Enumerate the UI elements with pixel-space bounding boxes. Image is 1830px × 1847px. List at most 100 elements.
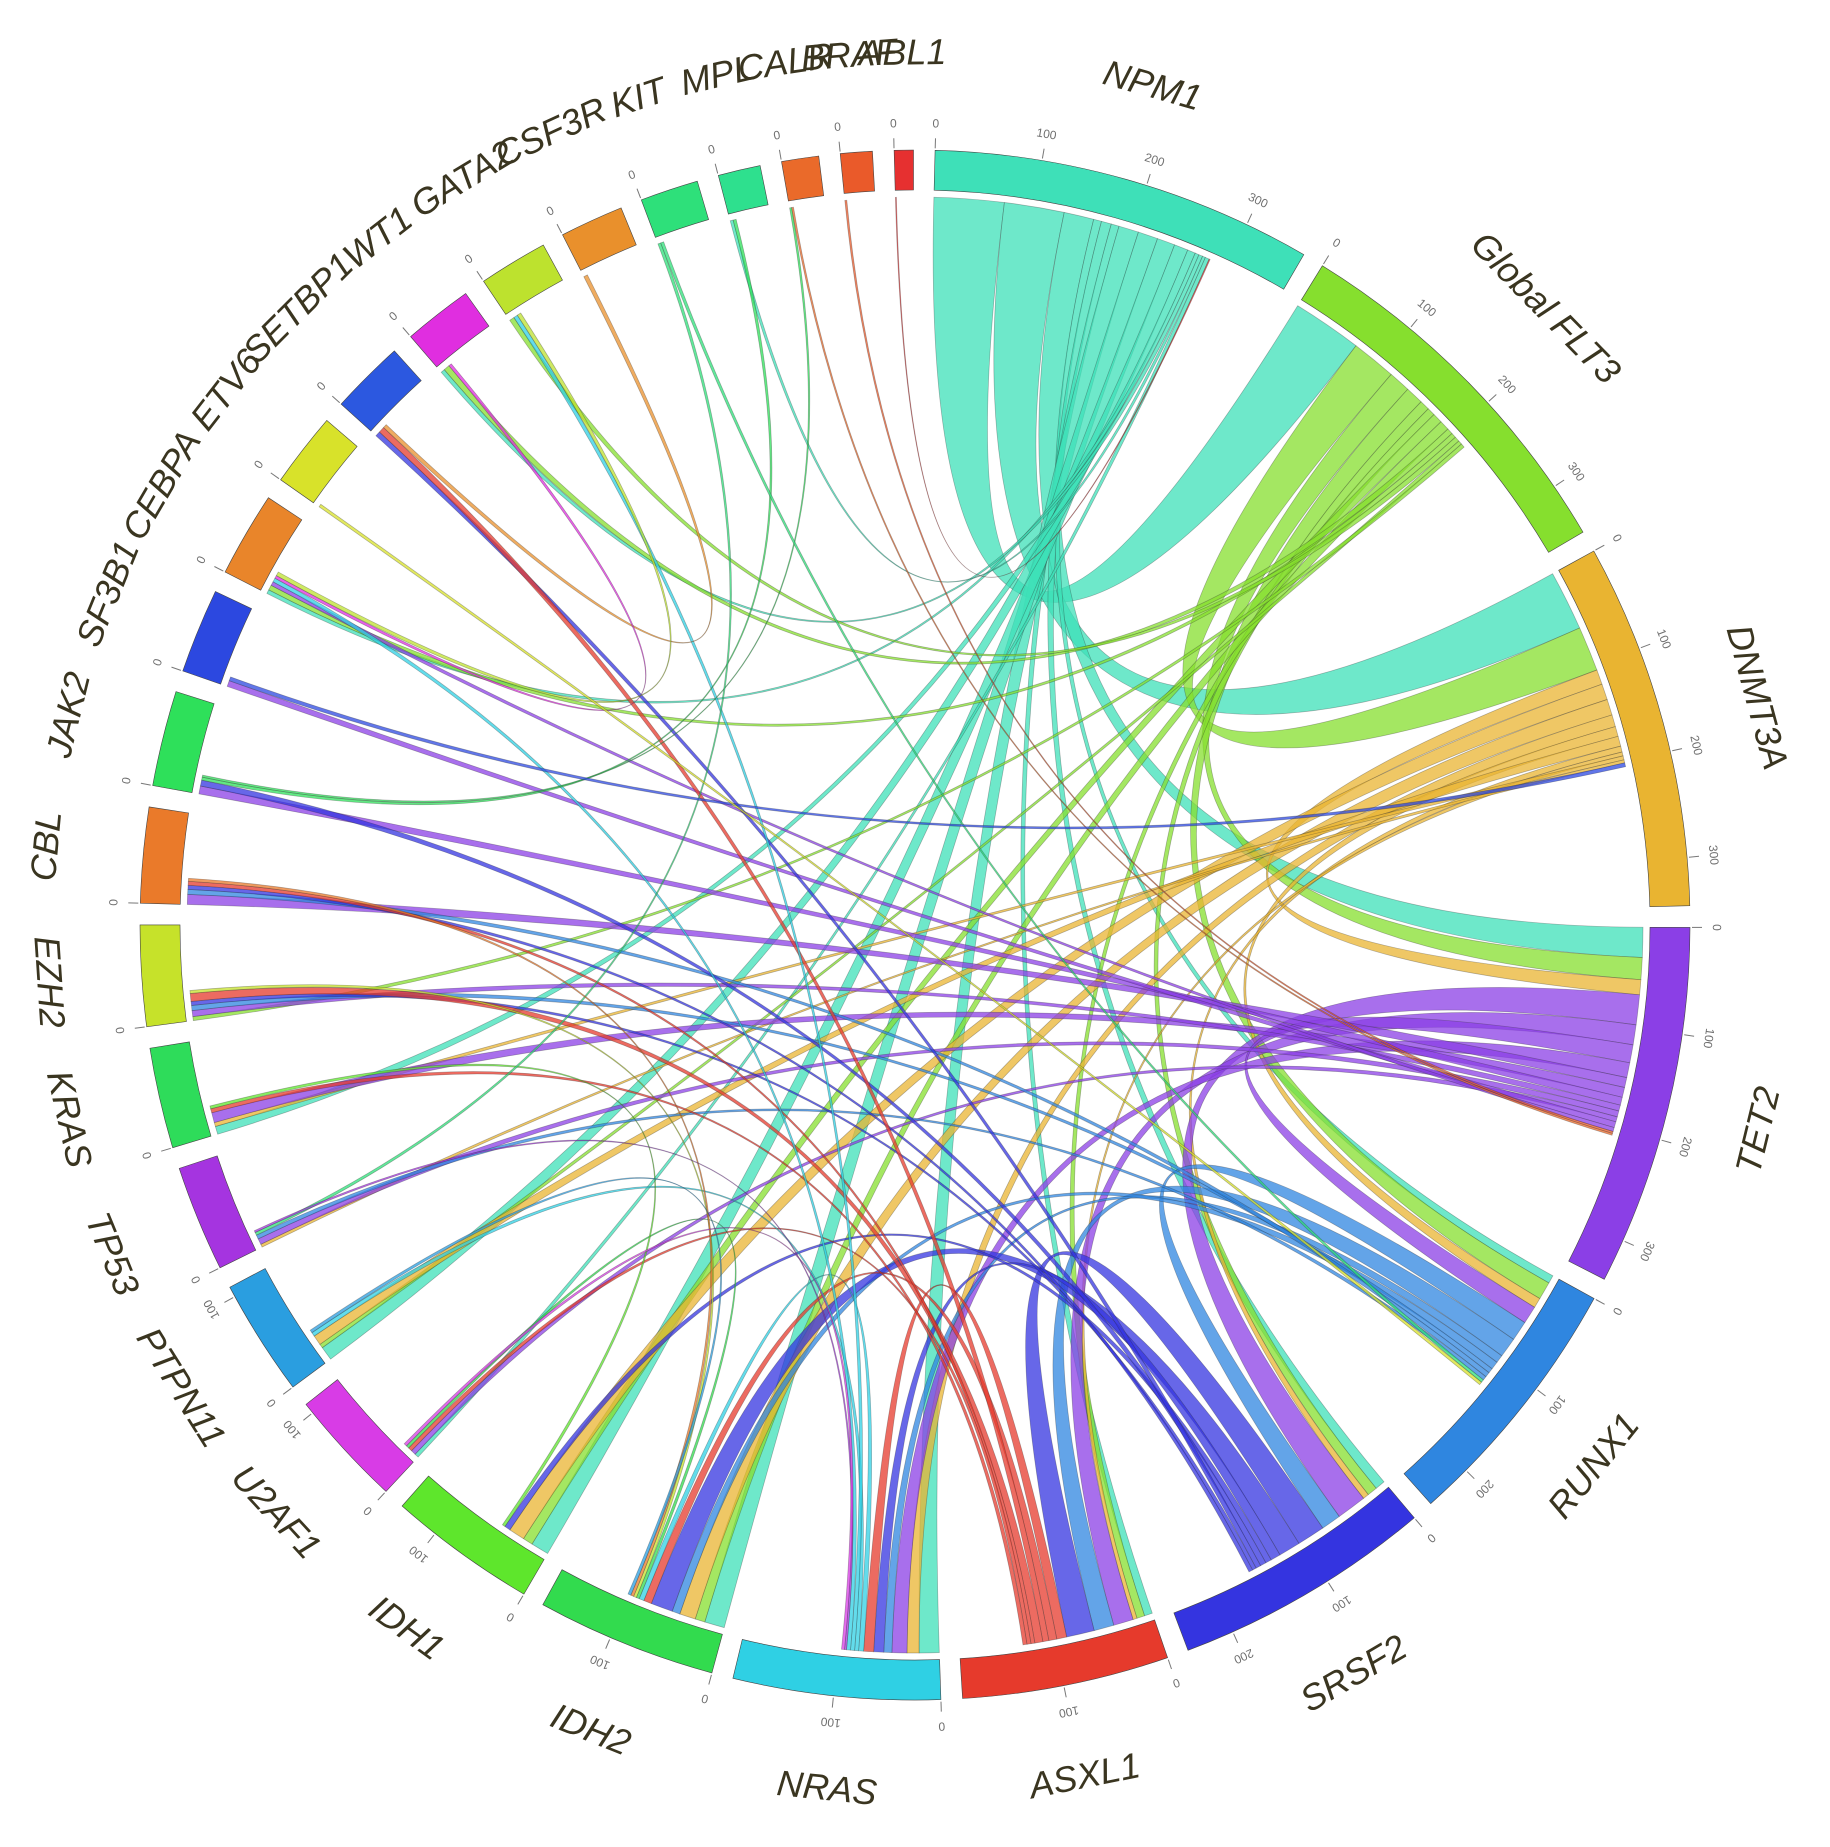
tick-label: 0 [106,899,120,906]
tick-label: 200 [1143,150,1167,169]
segment-label-sf3b1: SF3B1 [67,535,147,652]
ribbon-global-flt3-asxl1 [1069,408,1435,1619]
tick-mark [224,1297,234,1303]
tick-mark [1247,213,1253,224]
ribbon-global-flt3-ezh2 [192,443,1465,1021]
tick-label: 0 [150,656,166,667]
ribbon-u2af1-nras [403,1227,854,1650]
segment-arc-ptpn11 [229,1268,326,1388]
tick-label: 100 [588,1652,612,1673]
tick-mark [1661,1139,1672,1144]
ribbon-runx1-ezh2 [191,992,1493,1374]
segment-label-npm1: NPM1 [1099,52,1206,119]
tick-label: 200 [1473,1477,1497,1501]
segment-label-braf: BRAF [799,30,900,78]
tick-mark [1146,173,1151,184]
ribbon-cbl-idh2 [187,877,713,1597]
segment-label-dnmt3a: DNMT3A [1719,620,1797,774]
ribbon-npm1-u2af1 [414,256,1210,1458]
ribbon-global-flt3-srsf2 [1153,401,1429,1496]
segment-arc-kras [149,1041,212,1149]
tick-mark [1466,1471,1475,1480]
segment-label-abl1: ABL1 [856,31,947,73]
tick-mark [605,1639,611,1649]
segment-arc-braf [839,150,875,194]
ribbon-runx1-asxl1 [1052,1185,1515,1632]
segment-label-runx1: RUNX1 [1539,1405,1647,1526]
tick-mark [1688,855,1700,858]
tick-mark [636,188,642,199]
tick-mark [427,1534,435,1544]
ribbon-dnmt3a-runx1 [1243,726,1619,1308]
tick-label: 100 [1700,1027,1717,1049]
tick-label: 0 [1330,235,1343,251]
segment-arc-mpl [717,165,769,215]
tick-mark [140,782,151,786]
ribbon-layer [186,196,1644,1654]
ribbon-gata2-cebpa [275,312,672,703]
ribbon-calr-tet2 [791,206,1613,1136]
segment-label-asxl1: ASXL1 [1024,1744,1144,1807]
tick-label: 0 [251,457,266,471]
tick-mark [171,666,182,671]
segment-label-global-flt3: Global FLT3 [1463,223,1629,391]
segment-arc-ezh2 [139,924,187,1028]
ribbon-tet2-srsf2 [1182,987,1640,1517]
ribbon-srsf2-asxl1 [1025,1251,1324,1638]
ribbon-tp53-nras [253,1139,854,1651]
segment-label-cbl: CBL [22,809,69,882]
tick-mark [1672,748,1683,752]
tick-label: 0 [938,1719,945,1733]
segment-label-tet2: TET2 [1727,1083,1788,1178]
tick-label: 300 [1637,1239,1658,1263]
ribbon-npm1-global-flt3 [932,196,1357,603]
ribbon-abl1-npm1 [895,196,1211,578]
ribbon-tet2-cbl [186,894,1628,1088]
segment-arc-dnmt3a [1558,550,1691,908]
tick-label: 100 [1654,627,1674,651]
tick-label: 100 [820,1714,842,1730]
tick-mark [1041,148,1045,159]
segment-arc-asxl1 [959,1619,1168,1699]
ribbon-global-flt3-wt1 [443,365,1453,665]
segment-label-csf3r: CSF3R [488,88,612,175]
tick-mark [377,1492,385,1501]
ribbon-nras-gata2 [513,314,863,1651]
tick-label: 0 [1710,924,1724,931]
tick-mark [208,1268,219,1274]
segment-arc-cbl [139,806,189,905]
tick-mark [714,163,719,174]
tick-mark [214,566,224,572]
tick-label: 0 [1171,1675,1182,1691]
tick-mark [1063,1687,1067,1698]
tick-label: 0 [119,776,134,785]
segment-arc-csf3r [562,207,637,271]
tick-label: 100 [1036,125,1058,142]
ribbon-global-flt3-dnmt3a [1182,345,1598,749]
tick-mark [282,1387,292,1395]
ribbon-idh2-u2af1 [405,1218,737,1600]
tick-label: 100 [280,1417,304,1442]
segment-arc-etv6 [280,419,358,504]
ribbon-asxl1-u2af1 [408,1227,1032,1645]
tick-label: 100 [200,1297,222,1322]
ribbon-global-flt3-gata2 [509,317,1460,657]
ribbon-jak2-mpl [201,218,773,806]
segment-arc-idh1 [401,1475,545,1595]
tick-mark [1624,1240,1635,1246]
segment-arc-kit [640,180,709,238]
tick-label: 300 [1246,190,1270,211]
tick-mark [838,141,841,152]
ribbon-dnmt3a-idh1 [509,683,1608,1540]
ribbon-tet2-cebpa [270,581,1615,1132]
tick-label: 0 [360,1503,375,1518]
tick-mark [1537,1389,1546,1397]
tick-label: 0 [386,308,400,323]
tick-label: 0 [544,203,557,219]
ribbon-dnmt3a-nras [906,714,1616,1654]
segment-arc-nras [732,1639,942,1701]
ribbon-jak2-calr [201,207,811,803]
tick-mark [1415,1518,1423,1528]
tick-mark [1167,1659,1172,1670]
